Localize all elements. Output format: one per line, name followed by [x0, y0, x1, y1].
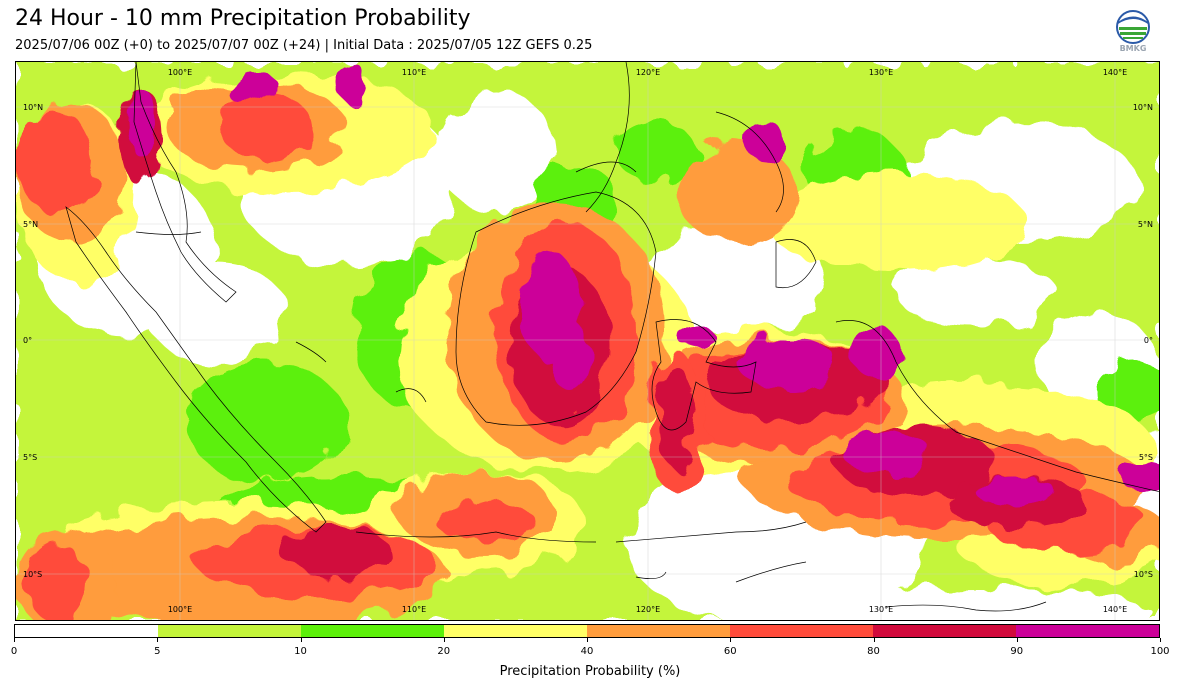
- lon-labels-bottom: 100°E 110°E 120°E 130°E 140°E: [168, 605, 1127, 614]
- lon-label-top: 110°E: [402, 68, 426, 77]
- precipitation-map: 100°E 110°E 120°E 130°E 140°E 100°E 110°…: [15, 61, 1160, 621]
- colorbar-swatch: [15, 625, 158, 637]
- lat-label-right: 0°: [1144, 336, 1153, 345]
- colorbar-tick-mark: [14, 638, 15, 642]
- lat-label-right: 10°N: [1133, 103, 1153, 112]
- lat-label-left: 5°N: [23, 220, 38, 229]
- lat-label-left: 10°S: [23, 570, 42, 579]
- bmkg-logo-icon: [1116, 10, 1150, 44]
- logo-text: BMKG: [1119, 44, 1147, 53]
- coastlines: [65, 62, 1159, 612]
- colorbar: [14, 624, 1160, 638]
- colorbar-tick-label: 40: [580, 646, 594, 657]
- colorbar-swatch: [587, 625, 730, 637]
- colorbar-tick-label: 20: [437, 646, 451, 657]
- colorbar-label: Precipitation Probability (%): [499, 664, 681, 679]
- colorbar-tick-mark: [157, 638, 159, 642]
- lat-labels-left: 10°N 5°N 0° 5°S 10°S: [23, 103, 43, 579]
- colorbar-tick-label: 5: [154, 646, 161, 657]
- colorbar-tick-label: 90: [1010, 646, 1024, 657]
- graticule: [16, 62, 1159, 620]
- lon-label-bottom: 110°E: [402, 605, 426, 614]
- colorbar-ticks: 0 5 10 20 40 60 80 90 100: [10, 638, 1170, 658]
- bmkg-logo: BMKG: [1114, 10, 1152, 56]
- lon-label-bottom: 130°E: [869, 605, 893, 614]
- colorbar-tick-label: 0: [10, 646, 18, 657]
- colorbar-tick-label: 100: [1150, 646, 1170, 657]
- lon-label-bottom: 140°E: [1103, 605, 1127, 614]
- lat-label-left: 5°S: [23, 453, 37, 462]
- lon-label-top: 130°E: [869, 68, 893, 77]
- colorbar-tick-label: 80: [867, 646, 880, 657]
- colorbar-tick-mark: [730, 638, 732, 642]
- colorbar-tick-mark: [587, 638, 588, 642]
- colorbar-swatch: [730, 625, 873, 637]
- colorbar-swatch: [873, 625, 1016, 637]
- lat-label-left: 0°: [23, 336, 32, 345]
- colorbar-tick-mark: [873, 638, 875, 642]
- probability-fields: [16, 62, 1159, 620]
- lat-label-right: 10°S: [1134, 570, 1153, 579]
- colorbar-tick-mark: [1016, 638, 1018, 642]
- colorbar-swatch: [444, 625, 587, 637]
- colorbar-tick-label: 10: [294, 646, 307, 657]
- lon-label-top: 120°E: [636, 68, 660, 77]
- lon-labels-top: 100°E 110°E 120°E 130°E 140°E: [168, 68, 1127, 77]
- colorbar-swatch: [158, 625, 301, 637]
- lat-label-left: 10°N: [23, 103, 43, 112]
- lat-label-right: 5°N: [1138, 220, 1153, 229]
- map-canvas: 100°E 110°E 120°E 130°E 140°E 100°E 110°…: [16, 62, 1159, 620]
- map-title: 24 Hour - 10 mm Precipitation Probabilit…: [15, 6, 471, 31]
- colorbar-tick-mark: [1160, 638, 1161, 642]
- lon-label-top: 140°E: [1103, 68, 1127, 77]
- colorbar-tick-label: 60: [723, 646, 737, 657]
- colorbar-swatch: [1016, 625, 1159, 637]
- colorbar-tick-mark: [300, 638, 302, 642]
- lon-label-bottom: 120°E: [636, 605, 660, 614]
- field-90-100: [129, 62, 1159, 507]
- colorbar-swatch: [301, 625, 444, 637]
- map-subtitle: 2025/07/06 00Z (+0) to 2025/07/07 00Z (+…: [15, 38, 593, 53]
- lat-labels-right: 10°N 5°N 0° 5°S 10°S: [1133, 103, 1153, 579]
- lon-label-bottom: 100°E: [168, 605, 192, 614]
- lon-label-top: 100°E: [168, 68, 192, 77]
- colorbar-tick-mark: [443, 638, 445, 642]
- lat-label-right: 5°S: [1139, 453, 1153, 462]
